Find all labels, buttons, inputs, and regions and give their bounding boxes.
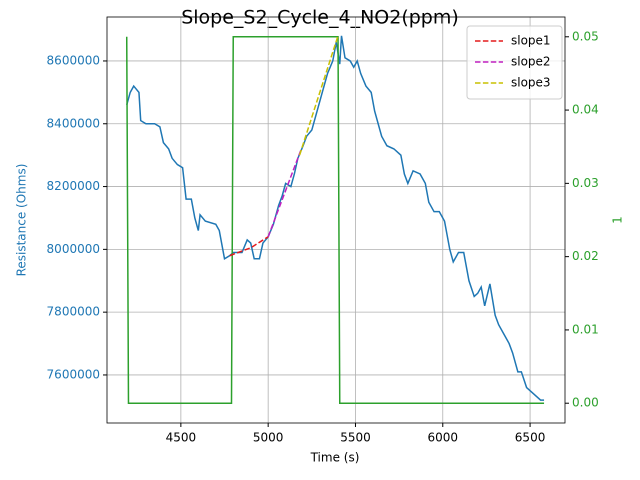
- plot-frame: [106, 16, 566, 424]
- y-tick-label: 8400000: [47, 116, 100, 130]
- y2-tick-label: 0.05: [572, 29, 599, 43]
- y-tick-label: 7800000: [47, 305, 100, 319]
- y-tick-label: 8000000: [47, 242, 100, 256]
- series-line: [125, 36, 545, 404]
- series-line: [229, 236, 269, 257]
- y2-tick-label: 0.03: [572, 176, 599, 190]
- x-tick-label: 6000: [428, 431, 459, 445]
- x-tick-label: 4500: [166, 431, 197, 445]
- x-tick-label: 5500: [340, 431, 371, 445]
- y-tick-label: 8200000: [47, 179, 100, 193]
- x-tick-label: 6500: [515, 431, 546, 445]
- y-axis-label: Resistance (Ohms): [15, 164, 29, 277]
- chart-title: Slope_S2_Cycle_4_NO2(ppm): [181, 7, 459, 29]
- legend-label: slope2: [511, 55, 551, 69]
- y-tick-label: 7600000: [47, 367, 100, 381]
- y2-tick-label: 0.04: [572, 103, 599, 117]
- series-line: [298, 35, 339, 156]
- y2-tick-label: 0.01: [572, 322, 599, 336]
- y2-axis-label: 1: [611, 216, 625, 224]
- legend-label: slope1: [511, 34, 551, 48]
- x-tick-label: 5000: [253, 431, 284, 445]
- y2-tick-label: 0.02: [572, 249, 599, 263]
- y2-tick-label: 0.00: [572, 396, 599, 410]
- legend-label: slope3: [511, 76, 551, 90]
- y-tick-label: 8600000: [47, 53, 100, 67]
- legend-box: [466, 25, 563, 100]
- x-axis-label: Time (s): [310, 451, 360, 465]
